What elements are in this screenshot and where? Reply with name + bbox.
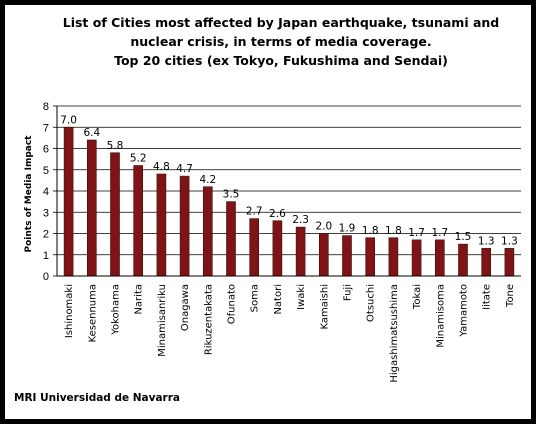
bars: [63, 126, 515, 277]
x-tick-label: Minamisanriku: [157, 284, 168, 357]
bar-iwaki: [295, 226, 306, 277]
bar-kamaishi: [318, 233, 329, 277]
value-label: 2.3: [292, 214, 309, 226]
bar-chart: List of Cities most affected by Japan ea…: [14, 15, 521, 404]
bar-higashimatsushima: [388, 237, 399, 277]
y-tick-label: 2: [43, 229, 49, 241]
y-tick-label: 4: [43, 186, 49, 198]
value-label: 5.2: [130, 153, 147, 165]
bar-onagawa: [179, 175, 190, 277]
value-label: 4.7: [176, 163, 193, 175]
x-tick-label: Otsuchi: [366, 284, 377, 322]
x-tick-label: Minamisoma: [435, 284, 446, 348]
y-tick-label: 0: [43, 271, 49, 283]
bar-iitate: [481, 248, 492, 277]
x-tick-label: Iitate: [482, 284, 493, 310]
chart-title-line-3: Top 20 cities (ex Tokyo, Fukushima and S…: [114, 53, 448, 68]
bar-tone: [504, 248, 515, 277]
x-tick-label: Rikuzentakata: [203, 284, 214, 355]
bar-natori: [272, 220, 283, 277]
bar-minamisanriku: [156, 173, 167, 277]
value-label: 4.8: [153, 161, 170, 173]
value-label: 2.7: [246, 206, 263, 218]
value-label: 6.4: [83, 127, 100, 139]
x-tick-label: Iwaki: [296, 284, 307, 310]
y-tick-label: 1: [43, 250, 49, 262]
bar-yokohama: [110, 152, 120, 277]
value-label: 5.8: [107, 140, 124, 152]
y-tick-label: 7: [43, 122, 49, 134]
value-label: 1.3: [478, 235, 495, 247]
x-tick-label: Ishinomaki: [64, 284, 75, 338]
value-label: 1.7: [408, 227, 425, 239]
y-tick-label: 5: [43, 165, 49, 177]
value-label: 4.2: [199, 174, 216, 186]
x-tick-label: Kamaishi: [319, 284, 330, 329]
value-labels: 7.0 6.4 5.8 5.2 4.8 4.7 4.2 3.5 2.7 2.6 2.3 2.0 1.9 1…: [60, 114, 518, 247]
bar-tokai: [411, 239, 422, 277]
y-axis-ticks: 0 1 2 3 4 5 6 7 8: [43, 101, 57, 283]
bar-narita: [133, 165, 143, 277]
x-tick-label: Tone: [505, 284, 516, 308]
source-label: MRI Universidad de Navarra: [14, 392, 180, 404]
x-tick-label: Ofunato: [227, 284, 238, 324]
x-tick-label: Narita: [134, 284, 145, 315]
value-label: 1.8: [385, 225, 402, 237]
x-tick-label: Higashimatsushima: [389, 284, 400, 383]
axes: [56, 106, 521, 277]
value-label: 1.5: [455, 231, 472, 243]
x-tick-label: Kesennuma: [87, 284, 98, 342]
bar-yamamoto: [458, 243, 468, 277]
chart-title-line-2: nuclear crisis, in terms of media covera…: [130, 34, 431, 49]
value-label: 1.3: [501, 235, 518, 247]
x-tick-label: Yokohama: [111, 284, 122, 336]
bar-ishinomaki: [63, 126, 74, 277]
bar-otsuchi: [365, 237, 376, 277]
y-tick-label: 6: [43, 144, 49, 156]
x-tick-label: Soma: [250, 284, 261, 312]
x-tick-label: Onagawa: [180, 284, 191, 331]
y-tick-label: 3: [43, 207, 49, 219]
value-label: 1.7: [431, 227, 448, 239]
x-tick-label: Natori: [273, 284, 284, 315]
bar-ofunato: [226, 201, 236, 277]
x-tick-label: Tokai: [412, 284, 423, 310]
bar-kesennuma: [87, 139, 97, 277]
value-label: 1.9: [339, 223, 356, 235]
x-tick-label: Fuji: [343, 284, 354, 301]
x-axis-labels: Ishinomaki Kesennuma Yokohama Narita Minamis…: [64, 284, 516, 383]
value-label: 3.5: [223, 189, 240, 201]
bar-fuji: [342, 235, 352, 277]
chart-title-line-1: List of Cities most affected by Japan ea…: [63, 15, 500, 30]
value-label: 2.0: [315, 221, 332, 233]
value-label: 2.6: [269, 208, 286, 220]
value-label: 7.0: [60, 114, 77, 126]
y-tick-label: 8: [43, 101, 49, 113]
bar-soma: [249, 218, 259, 277]
bar-rikuzentakata: [203, 186, 213, 277]
y-axis-label: Points of Media Impact: [24, 135, 34, 253]
x-tick-label: Yamamoto: [459, 284, 470, 338]
bar-minamisoma: [434, 239, 445, 277]
gridlines: [57, 105, 521, 256]
value-label: 1.8: [362, 225, 379, 237]
chart-frame: List of Cities most affected by Japan ea…: [5, 5, 531, 419]
